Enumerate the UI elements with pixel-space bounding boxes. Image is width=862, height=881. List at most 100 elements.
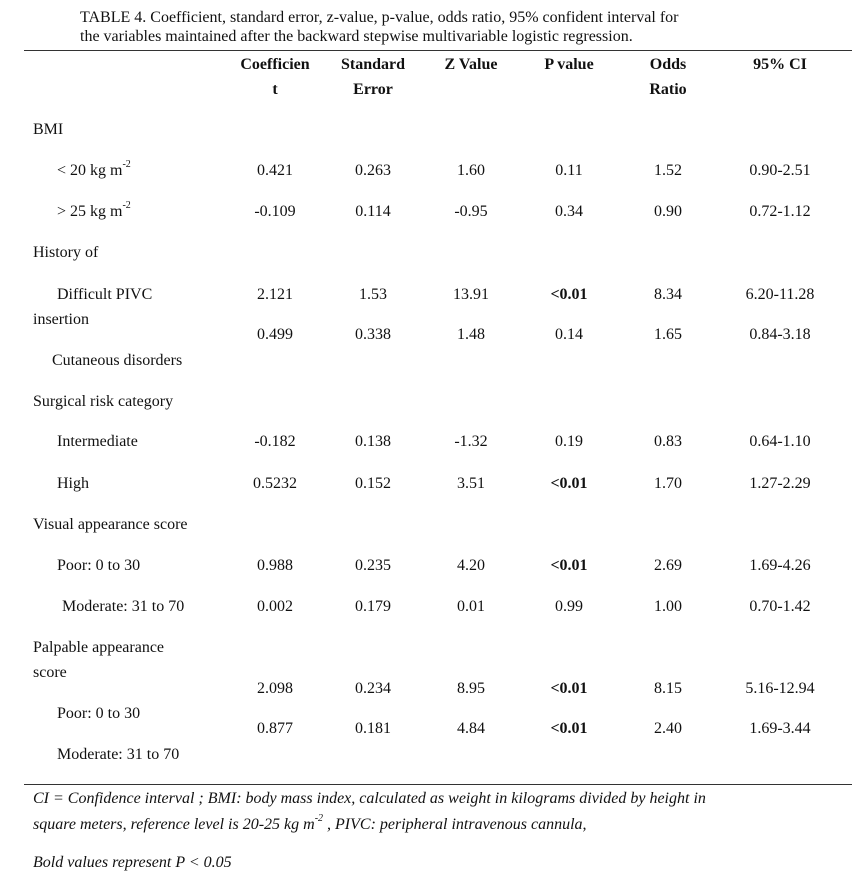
cell-high-coefficient: 0.5232	[253, 475, 297, 492]
cell-intermediate-standard-error: 0.138	[355, 433, 391, 450]
cell-bmi-lt20-ci: 0.90-2.51	[749, 162, 811, 179]
label-bmi-gt25: > 25 kg m-2	[57, 199, 131, 222]
cell-bmi-lt20-coefficient: 0.421	[257, 162, 293, 179]
cell-vis-poor-z-value: 4.20	[457, 557, 485, 574]
header-odds-ratio: Odds Ratio	[623, 55, 713, 100]
cell-palp-poor-standard-error: 0.234	[355, 680, 391, 697]
label-pivc-line-1: Difficult PIVC	[57, 286, 153, 303]
cell-high-p-value: <0.01	[550, 475, 588, 492]
cell-palp-moderate-standard-error: 0.181	[355, 720, 391, 737]
label-palpable-line-1: Palpable appearance	[33, 639, 165, 656]
label-palp-moderate: Moderate: 31 to 70	[57, 746, 180, 763]
cell-palp-poor-p-value: <0.01	[550, 680, 588, 697]
cell-palp-moderate-z-value: 4.84	[457, 720, 485, 737]
cell-pivc-standard-error: 1.53	[359, 286, 387, 303]
cell-cutaneous-coefficient: 0.499	[257, 326, 293, 343]
header-coefficient-line-2: t	[272, 81, 278, 98]
cell-palp-poor-z-value: 8.95	[457, 680, 485, 697]
cell-high-ci: 1.27-2.29	[749, 475, 811, 492]
cell-bmi-gt25-odds-ratio: 0.90	[654, 203, 682, 220]
cell-pivc-odds-ratio: 8.34	[654, 286, 682, 303]
label-cutaneous: Cutaneous disorders	[52, 352, 183, 369]
header-ci: 95% CI	[753, 56, 807, 73]
bottom-rule	[24, 784, 852, 785]
label-vis-poor: Poor: 0 to 30	[57, 557, 141, 574]
header-odds-ratio-line-2: Ratio	[649, 81, 687, 98]
cell-vis-moderate-p-value: 0.99	[555, 598, 583, 615]
cell-bmi-lt20-standard-error: 0.263	[355, 162, 391, 179]
label-surgical: Surgical risk category	[33, 393, 174, 410]
cell-high-z-value: 3.51	[457, 475, 485, 492]
header-odds-ratio-line-1: Odds	[649, 56, 687, 73]
label-palp-poor: Poor: 0 to 30	[57, 705, 141, 722]
label-intermediate: Intermediate	[57, 433, 138, 450]
cell-pivc-ci: 6.20-11.28	[745, 286, 815, 303]
cell-bmi-gt25-standard-error: 0.114	[355, 203, 391, 220]
footnote-line-3: Bold values represent P < 0.05	[33, 854, 232, 871]
header-z-value: Z Value	[444, 56, 498, 73]
label-vis-moderate: Moderate: 31 to 70	[62, 598, 185, 615]
cell-pivc-z-value: 13.91	[453, 286, 489, 303]
cell-cutaneous-p-value: 0.14	[555, 326, 583, 343]
label-visual: Visual appearance score	[33, 516, 188, 533]
footnote: CI = Confidence interval ; BMI: body mas…	[33, 786, 848, 876]
cell-high-standard-error: 0.152	[355, 475, 391, 492]
footnote-line-2-text: square meters, reference level is 20-25 …	[33, 816, 315, 833]
cell-bmi-lt20-z-value: 1.60	[457, 162, 485, 179]
cell-vis-moderate-ci: 0.70-1.42	[749, 598, 811, 615]
cell-vis-moderate-standard-error: 0.179	[355, 598, 391, 615]
cell-palp-poor-coefficient: 2.098	[257, 680, 293, 697]
cell-vis-poor-odds-ratio: 2.69	[654, 557, 682, 574]
cell-high-odds-ratio: 1.70	[654, 475, 682, 492]
label-high: High	[57, 475, 89, 492]
label-bmi: BMI	[33, 121, 64, 138]
cell-intermediate-odds-ratio: 0.83	[654, 433, 682, 450]
cell-cutaneous-odds-ratio: 1.65	[654, 326, 682, 343]
cell-bmi-gt25-p-value: 0.34	[555, 203, 583, 220]
cell-palp-moderate-coefficient: 0.877	[257, 720, 293, 737]
cell-bmi-lt20-p-value: 0.11	[555, 162, 583, 179]
cell-pivc-p-value: <0.01	[550, 286, 588, 303]
cell-cutaneous-standard-error: 0.338	[355, 326, 391, 343]
header-standard-error-line-1: Standard	[340, 56, 406, 73]
top-rule	[24, 50, 852, 51]
label-bmi-gt25-exponent: -2	[122, 199, 131, 211]
label-bmi-gt25-text: > 25 kg m	[57, 203, 123, 220]
cell-vis-poor-coefficient: 0.988	[257, 557, 293, 574]
cell-palp-moderate-p-value: <0.01	[550, 720, 588, 737]
cell-bmi-gt25-z-value: -0.95	[454, 203, 488, 220]
caption-line-2: the variables maintained after the backw…	[80, 28, 633, 45]
cell-vis-poor-ci: 1.69-4.26	[749, 557, 811, 574]
label-bmi-lt20-exponent: -2	[122, 158, 131, 170]
cell-palp-moderate-ci: 1.69-3.44	[749, 720, 811, 737]
footnote-line-2: square meters, reference level is 20-25 …	[33, 812, 848, 838]
cell-palp-poor-ci: 5.16-12.94	[745, 680, 815, 697]
cell-vis-moderate-z-value: 0.01	[457, 598, 485, 615]
footnote-line-2-exponent: -2	[314, 812, 324, 824]
cell-intermediate-z-value: -1.32	[454, 433, 488, 450]
label-bmi-lt20: < 20 kg m-2	[57, 158, 131, 181]
cell-palp-moderate-odds-ratio: 2.40	[654, 720, 682, 737]
cell-intermediate-ci: 0.64-1.10	[749, 433, 811, 450]
header-standard-error-line-2: Error	[353, 81, 393, 98]
cell-cutaneous-ci: 0.84-3.18	[749, 326, 811, 343]
cell-vis-moderate-odds-ratio: 1.00	[654, 598, 682, 615]
footnote-line-1: CI = Confidence interval ; BMI: body mas…	[33, 790, 706, 807]
label-history: History of	[33, 244, 99, 261]
cell-bmi-gt25-ci: 0.72-1.12	[749, 203, 811, 220]
header-coefficient: Coefficien t	[230, 55, 320, 100]
header-coefficient-line-1: Coefficien	[240, 56, 310, 73]
cell-bmi-lt20-odds-ratio: 1.52	[654, 162, 682, 179]
cell-vis-poor-p-value: <0.01	[550, 557, 588, 574]
cell-pivc-coefficient: 2.121	[257, 286, 293, 303]
header-standard-error: Standard Error	[328, 55, 418, 100]
cell-palp-poor-odds-ratio: 8.15	[654, 680, 682, 697]
header-p-value: P value	[544, 56, 594, 73]
footnote-line-2-tail: , PIVC: peripheral intravenous cannula,	[323, 816, 587, 833]
cell-vis-poor-standard-error: 0.235	[355, 557, 391, 574]
cell-intermediate-p-value: 0.19	[555, 433, 583, 450]
cell-bmi-gt25-coefficient: -0.109	[254, 203, 296, 220]
caption-line-1: TABLE 4. Coefficient, standard error, z-…	[80, 9, 679, 26]
label-pivc-line-2: insertion	[33, 311, 89, 328]
label-bmi-lt20-text: < 20 kg m	[57, 162, 123, 179]
